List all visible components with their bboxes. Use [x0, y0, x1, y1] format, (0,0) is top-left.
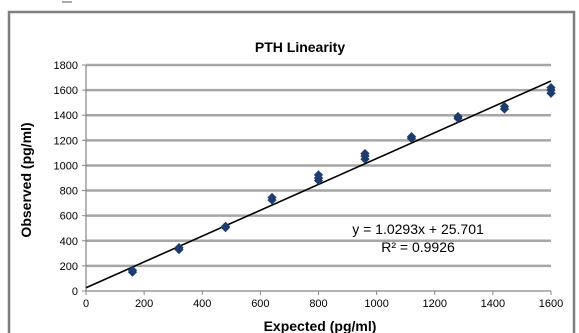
data-point-marker — [499, 101, 510, 112]
x-tick-label: 1600 — [539, 298, 563, 310]
y-tick-label: 1400 — [54, 110, 78, 122]
y-tick-label: 600 — [60, 211, 78, 223]
y-tick-label: 800 — [60, 186, 78, 198]
axes — [82, 64, 552, 295]
y-axis-title: Observed (pg/ml) — [18, 122, 34, 237]
data-point-marker — [220, 221, 231, 231]
x-tick-label: 200 — [135, 298, 153, 310]
y-tick-label: 1200 — [54, 135, 78, 147]
data-point-marker — [267, 192, 277, 203]
data-point-marker — [546, 82, 556, 93]
y-tick-label: 1800 — [54, 60, 78, 72]
gridlines — [86, 63, 551, 268]
x-tick-label: 0 — [83, 298, 89, 310]
y-tick-labels: 0 200 400 600 800 1000 1200 1400 1600 1800 — [54, 60, 78, 298]
trendline-equation: y = 1.0293x + 25.701 — [352, 221, 484, 237]
x-tick-label: 400 — [193, 298, 211, 310]
data-point-marker — [406, 131, 417, 142]
x-axis-title: Expected (pg/ml) — [264, 318, 377, 333]
y-tick-label: 400 — [60, 236, 78, 248]
r-squared-label: R² = 0.9926 — [381, 239, 455, 255]
x-tick-label: 800 — [309, 298, 327, 310]
x-tick-label: 1200 — [423, 298, 447, 310]
data-point-marker — [127, 265, 138, 275]
y-tick-label: 1000 — [54, 160, 78, 172]
y-tick-label: 0 — [72, 286, 78, 298]
data-point-marker — [360, 148, 370, 159]
data-points — [127, 82, 556, 277]
x-tick-label: 1400 — [481, 298, 505, 310]
x-tick-labels: 0 200 400 600 800 1000 1200 1400 1600 — [83, 298, 563, 310]
data-point-marker — [174, 243, 184, 253]
y-tick-label: 1600 — [54, 85, 78, 97]
y-tick-label: 200 — [60, 261, 78, 273]
chart-title: PTH Linearity — [255, 39, 345, 55]
x-tick-label: 600 — [251, 298, 269, 310]
data-point-marker — [313, 170, 324, 180]
x-tick-label: 1000 — [364, 298, 388, 310]
data-point-marker — [453, 111, 463, 122]
